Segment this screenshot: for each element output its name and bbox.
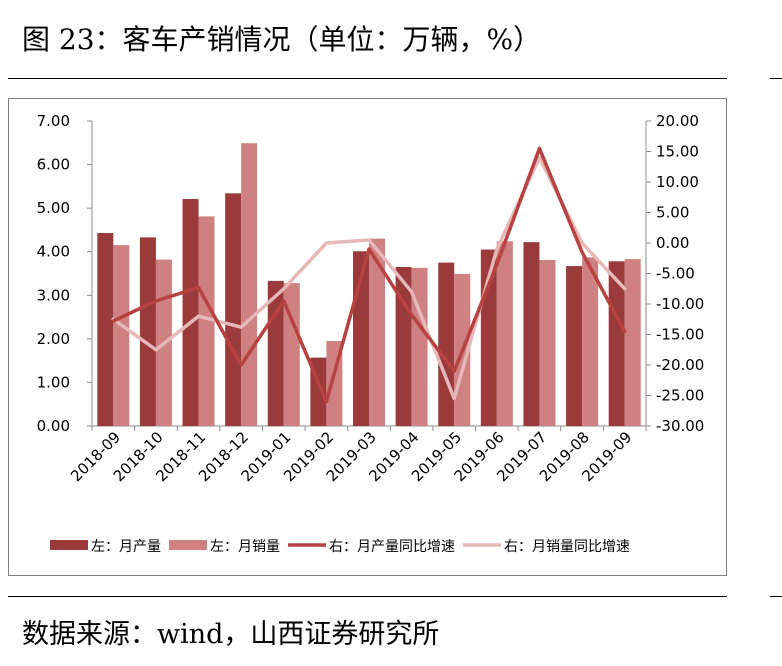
y-right-tick-label: 15.00	[656, 143, 699, 161]
bottom-rule-right	[770, 596, 782, 597]
y-right-tick-label: 5.00	[656, 204, 689, 222]
y-right-tick-label: -10.00	[656, 295, 704, 313]
y-right-tick-label: -15.00	[656, 326, 704, 344]
line-sales-yoy	[111, 155, 627, 401]
top-rule	[8, 78, 727, 79]
y-right-tick-label: -25.00	[656, 387, 704, 405]
y-right-tick-label: -5.00	[656, 265, 695, 283]
bar-production	[139, 237, 156, 426]
legend-swatch	[50, 540, 88, 550]
y-left-tick-label: 3.00	[37, 286, 70, 304]
bar-production	[225, 193, 242, 426]
y-left-tick-label: 4.00	[37, 243, 70, 261]
y-left-tick-label: 2.00	[37, 330, 70, 348]
legend-label: 右：月产量同比增速	[329, 539, 455, 555]
y-left-tick-label: 6.00	[37, 156, 70, 174]
legend-swatch	[169, 540, 207, 550]
bar-sales	[241, 143, 258, 426]
y-right-tick-label: -30.00	[656, 417, 704, 435]
chart: 0.00 1.00 2.00 3.00 4.00 5.00 6.00 7.00 -30.00 -2…	[37, 112, 705, 555]
line-production-yoy	[111, 146, 627, 404]
y-right-tick-label: -20.00	[656, 356, 704, 374]
bar-sales	[283, 283, 300, 426]
bar-production	[608, 261, 625, 426]
bar-sales	[582, 257, 599, 426]
y-left-tick-label: 0.00	[37, 417, 70, 435]
bar-sales	[369, 238, 385, 426]
chart-frame	[8, 98, 727, 576]
bar-sales	[624, 259, 641, 426]
figure-title: 图 23：客车产销情况（单位：万辆，%）	[22, 23, 542, 56]
bar-sales	[198, 216, 215, 426]
top-rule-right	[770, 78, 782, 79]
bottom-rule	[8, 596, 727, 597]
y-right-tick-label: 0.00	[656, 234, 689, 252]
y-right-tick-label: 20.00	[656, 112, 699, 130]
legend-label: 左：月产量	[91, 539, 161, 555]
source-note: 数据来源：wind，山西证券研究所	[22, 619, 440, 650]
bar-production	[182, 198, 199, 426]
legend-label: 左：月销量	[210, 539, 280, 555]
bar-production	[438, 262, 455, 426]
bar-sales	[496, 241, 513, 426]
bar-production	[97, 232, 114, 426]
bar-sales	[411, 267, 428, 426]
legend-label: 右：月销量同比增速	[504, 539, 630, 555]
bar-sales	[539, 259, 556, 426]
bar-sales	[113, 245, 130, 426]
y-right-tick-label: 10.00	[656, 173, 699, 191]
y-left-tick-label: 1.00	[37, 373, 70, 391]
bar-production	[523, 242, 540, 426]
y-left-tick-label: 5.00	[37, 199, 70, 217]
y-left-tick-label: 7.00	[37, 112, 70, 130]
bar-production	[566, 266, 583, 426]
